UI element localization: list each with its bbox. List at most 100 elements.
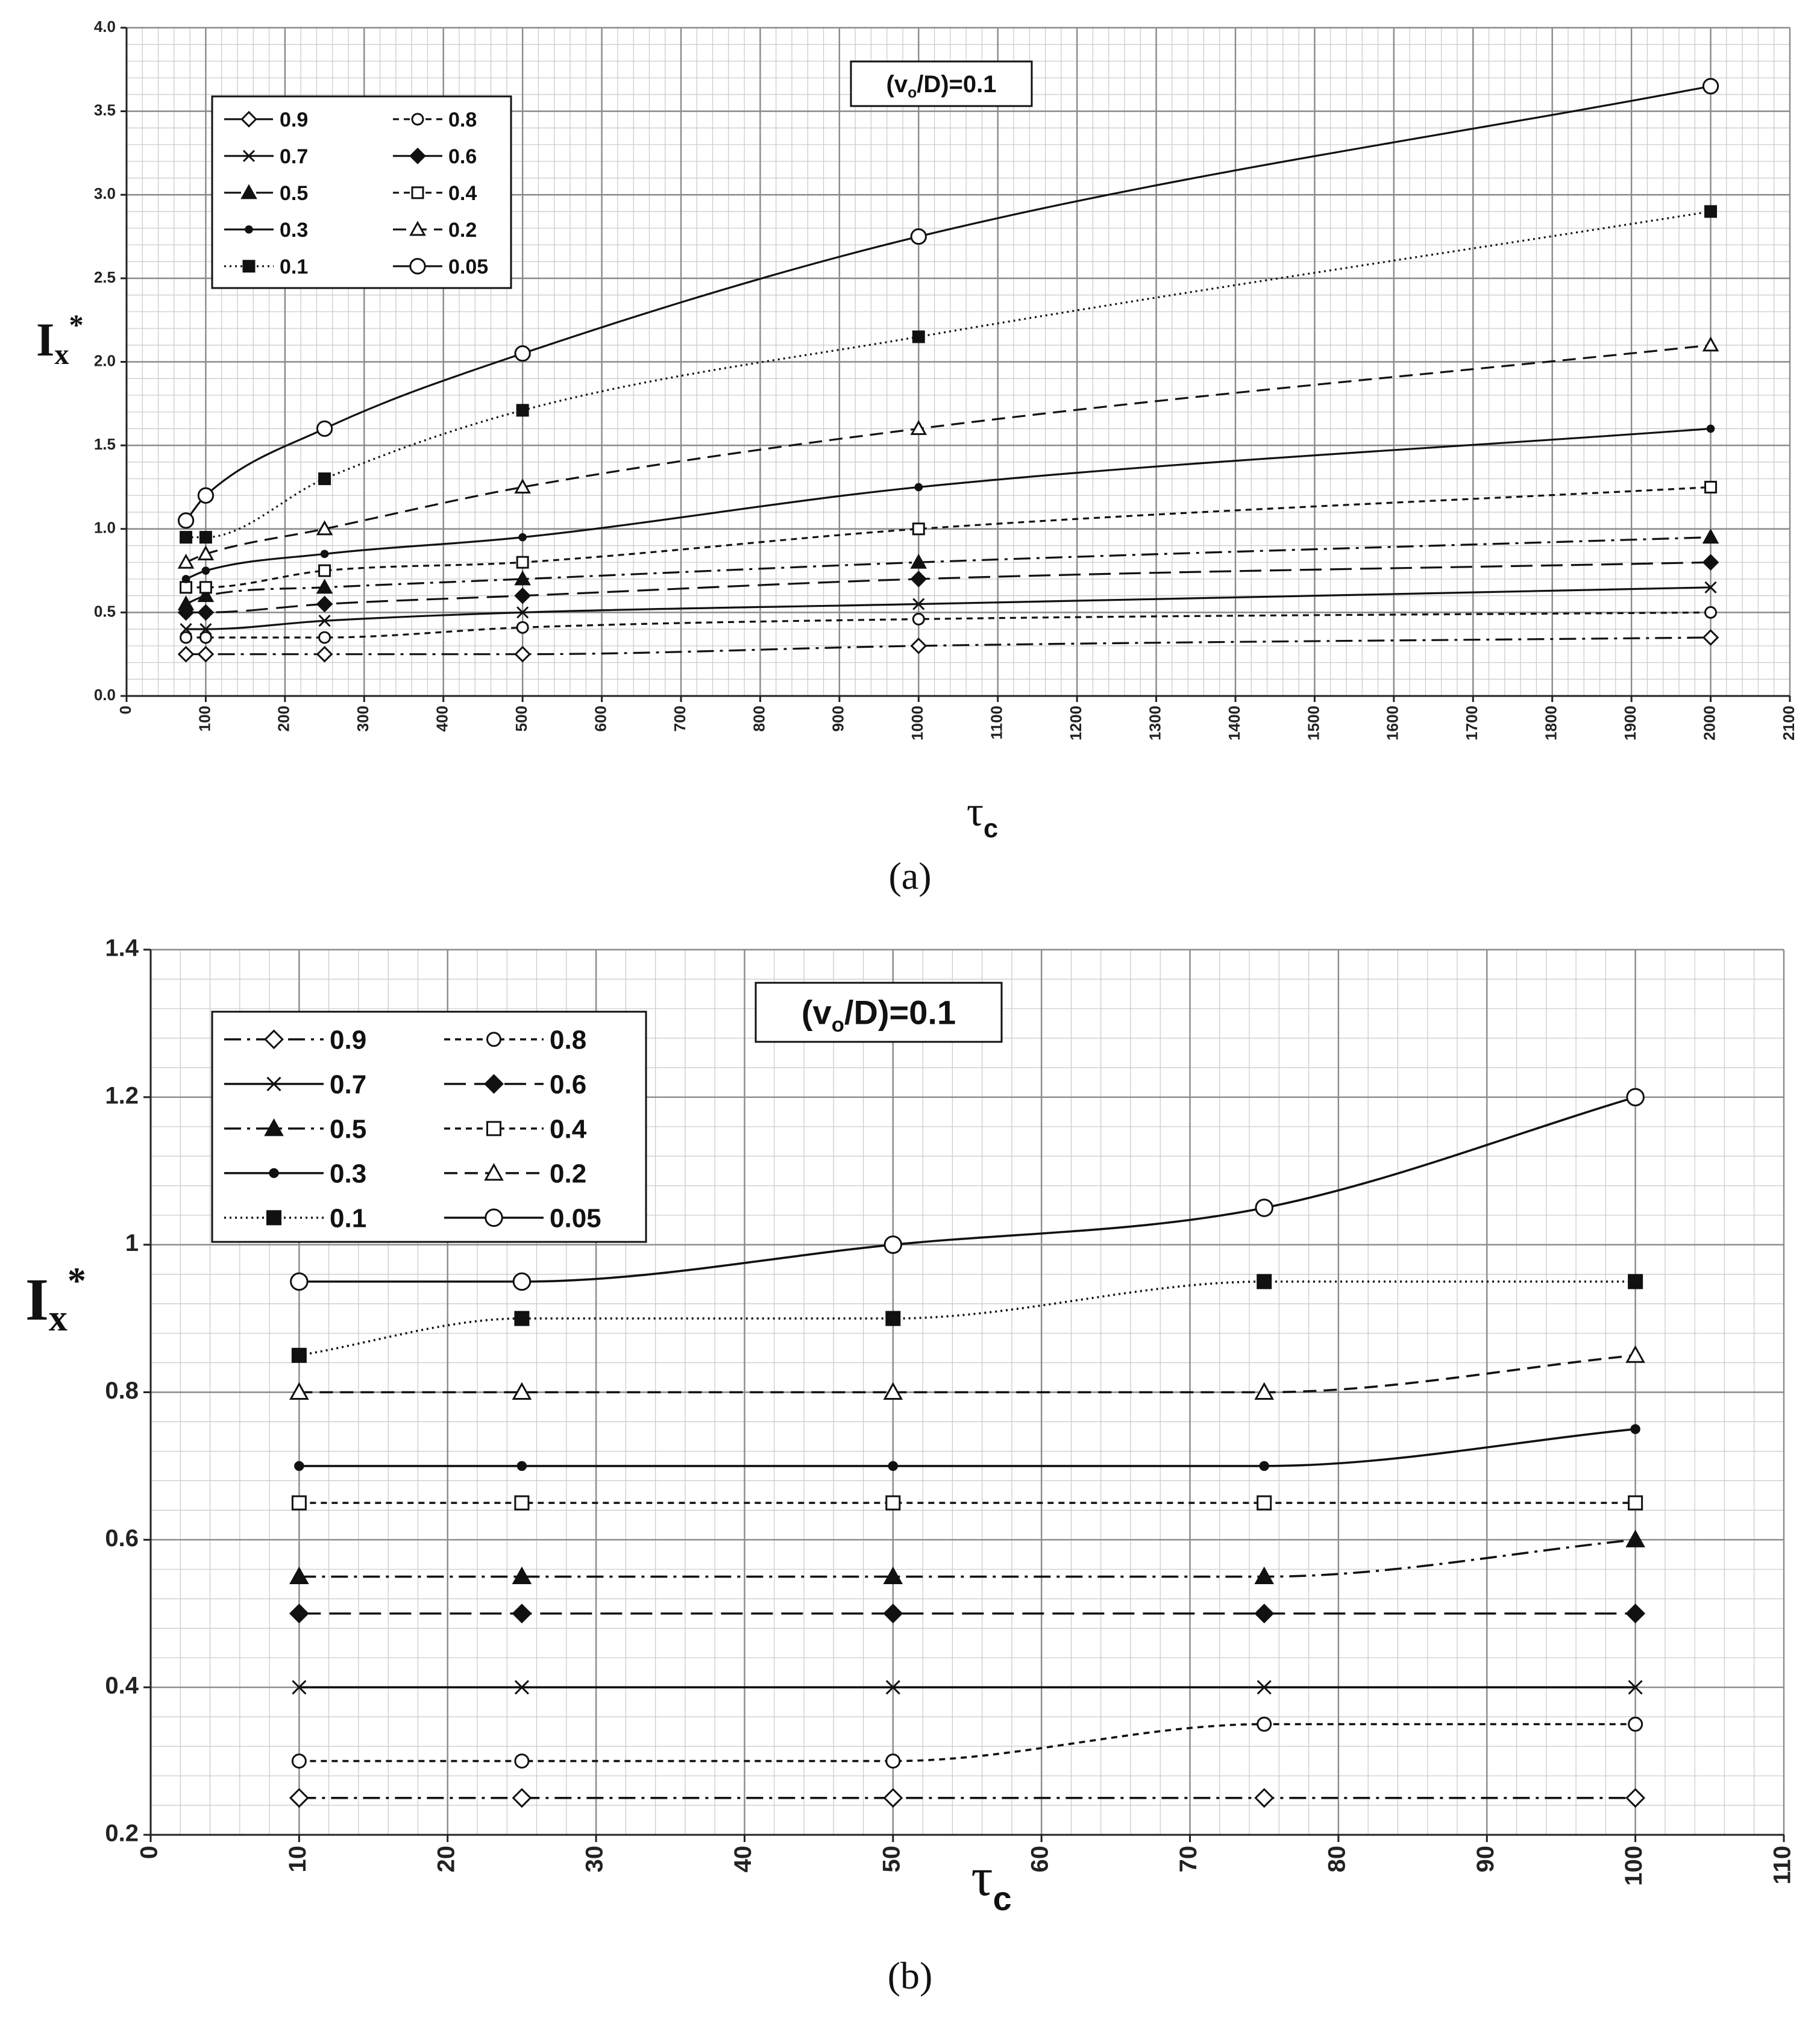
y-axis-label: Ix* <box>25 1261 86 1339</box>
annotation: (vo/D)=0.1 <box>850 60 1033 107</box>
data-point-diamond-marker <box>514 587 531 604</box>
data-point-dot-marker <box>181 575 190 583</box>
legend-box <box>211 1011 647 1243</box>
data-point-circle-marker <box>883 1235 903 1254</box>
data-point-diamond-marker <box>910 638 927 654</box>
figure-caption: (a) <box>888 854 931 897</box>
data-point-dot-marker <box>518 533 527 542</box>
x-tick-label: 500 <box>512 706 530 732</box>
y-tick-label: 0.8 <box>105 1377 139 1404</box>
y-tick-label: 1.4 <box>105 935 139 962</box>
data-point-diamond-marker <box>1254 1603 1275 1624</box>
data-point-square-marker <box>291 1347 307 1363</box>
x-tick-label: 1200 <box>1067 706 1085 741</box>
data-point-square-marker <box>516 404 529 417</box>
x-axis-label: τc <box>971 1847 1011 1917</box>
y-tick-label: 2.5 <box>94 268 116 286</box>
legend-label: 0.1 <box>280 255 308 278</box>
data-point-diamond-marker <box>883 1788 903 1808</box>
legend-label: 0.8 <box>448 108 477 131</box>
data-point-dot-marker <box>201 566 210 575</box>
x-tick-label: 40 <box>730 1846 756 1873</box>
legend-circle-marker <box>486 1032 501 1047</box>
legend-triangle-marker <box>409 221 426 236</box>
x-tick-label: 1400 <box>1225 706 1243 741</box>
data-point-diamond-marker <box>289 1603 309 1624</box>
data-point-circle-marker <box>1255 1199 1273 1217</box>
data-point-triangle-marker <box>512 1566 532 1585</box>
y-tick-label: 1.2 <box>105 1082 139 1109</box>
series-line <box>185 344 1711 563</box>
series-0.1 <box>180 205 1718 544</box>
data-point-circle-marker <box>516 621 529 634</box>
x-tick-label: 1300 <box>1146 706 1164 741</box>
x-tick-label: 1500 <box>1304 706 1322 741</box>
data-point-cross-marker <box>1257 1680 1272 1695</box>
legend-item-0.4: 0.4 <box>444 1115 587 1144</box>
legend-item-0.2: 0.2 <box>444 1159 586 1189</box>
series-line <box>186 586 1711 630</box>
data-point-triangle-marker <box>1254 1566 1275 1585</box>
data-point-dot-marker <box>320 550 329 559</box>
data-point-square-marker <box>1257 1274 1272 1289</box>
data-point-square-marker <box>885 1311 901 1326</box>
legend-item-0.3: 0.3 <box>224 1159 366 1189</box>
data-point-square-marker <box>318 564 331 577</box>
legend-label: 0.6 <box>448 145 477 168</box>
series-0.2 <box>177 336 1719 569</box>
data-point-cross-marker <box>292 1680 307 1695</box>
legend-diamond-marker <box>240 110 257 128</box>
data-point-cross-marker <box>180 623 192 636</box>
data-point-circle-marker <box>177 512 195 529</box>
data-point-dot-marker <box>294 1461 304 1471</box>
data-point-diamond-marker <box>316 595 333 613</box>
data-point-triangle-marker <box>289 1566 309 1585</box>
data-point-triangle-marker <box>910 420 927 435</box>
data-point-triangle-marker <box>883 1566 903 1585</box>
legend-item-0.7: 0.7 <box>224 145 308 168</box>
series-line <box>185 536 1711 605</box>
x-tick-label: 80 <box>1323 1846 1350 1873</box>
x-tick-label: 400 <box>433 706 451 732</box>
legend-diamond-marker <box>409 147 426 165</box>
legend-item-0.4: 0.4 <box>393 182 477 205</box>
series-line <box>186 561 1711 613</box>
series-line <box>299 1096 1636 1283</box>
data-point-square-marker <box>180 581 193 594</box>
legend-label: 0.05 <box>448 255 488 278</box>
legend-label: 0.2 <box>550 1159 586 1189</box>
data-point-dot-marker <box>516 1461 527 1471</box>
series-line <box>185 85 1711 521</box>
data-point-dot-marker <box>1706 424 1715 433</box>
data-point-square-marker <box>514 1495 530 1511</box>
series-line <box>186 210 1711 539</box>
x-tick-label: 50 <box>878 1846 905 1873</box>
data-point-cross-marker <box>516 606 529 619</box>
x-tick-label: 1700 <box>1463 706 1481 741</box>
data-point-cross-marker <box>318 615 331 627</box>
x-tick-label: 20 <box>433 1846 459 1873</box>
legend-label: 0.4 <box>448 182 477 205</box>
annotation-text: (vo/D)=0.1 <box>802 994 956 1036</box>
data-point-triangle-marker <box>514 570 531 586</box>
y-tick-label: 0.4 <box>105 1673 139 1699</box>
legend-item-0.1: 0.1 <box>224 1204 366 1233</box>
series-0.2 <box>289 1345 1645 1400</box>
x-tick-label: 1600 <box>1384 706 1402 741</box>
x-tick-label: 100 <box>195 706 213 732</box>
legend-square-marker <box>486 1121 501 1136</box>
legend-label: 0.5 <box>330 1115 366 1144</box>
series-line <box>186 486 1711 589</box>
legend-item-0.9: 0.9 <box>224 108 308 131</box>
series-0.9 <box>289 1788 1646 1808</box>
series-line <box>299 1354 1636 1394</box>
data-point-triangle-marker <box>197 545 215 560</box>
x-tick-label: 1800 <box>1542 706 1560 741</box>
data-point-diamond-marker <box>1254 1788 1275 1808</box>
data-point-circle-marker <box>318 631 331 644</box>
legend-label: 0.3 <box>330 1159 366 1189</box>
data-point-triangle-marker <box>177 595 195 611</box>
x-tick-label: 10 <box>284 1846 311 1873</box>
data-point-circle-marker <box>1257 1716 1272 1732</box>
